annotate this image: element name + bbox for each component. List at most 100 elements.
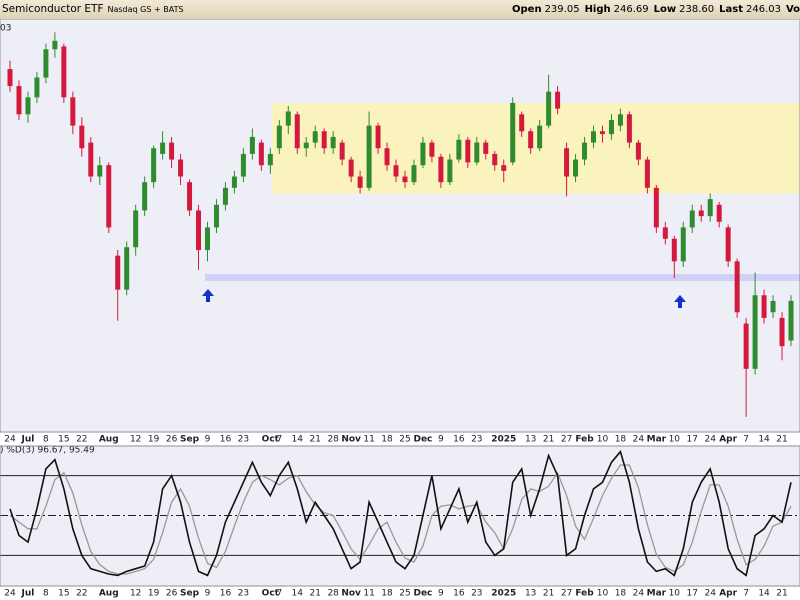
candle-body	[635, 142, 641, 160]
candle-body	[294, 114, 300, 149]
candle-body	[483, 142, 489, 154]
candle-body	[142, 182, 148, 211]
x-tick-label: 14	[758, 435, 770, 445]
x-tick-label: 7	[276, 589, 282, 599]
x-tick-label: 18	[615, 435, 627, 445]
candle-body	[339, 142, 345, 160]
x-tick-label: Oct	[262, 589, 280, 599]
x-tick-label: 14	[292, 589, 304, 599]
x-tick-label: 21	[543, 589, 554, 599]
candle-body	[312, 131, 318, 143]
candle-body	[707, 199, 713, 217]
x-tick-label: 23	[238, 435, 249, 445]
x-tick-label: 21	[776, 435, 787, 445]
x-tick-label: 16	[453, 589, 465, 599]
x-tick-label: 24	[633, 435, 645, 445]
candle-body	[169, 142, 175, 160]
candle-body	[187, 182, 193, 211]
candle-body	[519, 114, 525, 132]
candle-body	[752, 295, 758, 369]
candle-body	[438, 156, 444, 183]
x-tick-label: Sep	[180, 435, 200, 445]
x-tick-label: Oct	[262, 435, 280, 445]
candle-body	[79, 125, 85, 149]
x-tick-label: 24	[704, 589, 716, 599]
x-tick-label: 16	[220, 589, 232, 599]
candle-body	[88, 142, 94, 177]
x-tick-label: 25	[399, 589, 410, 599]
candle-body	[429, 142, 435, 157]
x-tick-label: 21	[309, 589, 320, 599]
x-tick-label: Nov	[341, 589, 361, 599]
candle-body	[788, 300, 794, 341]
candle-body	[52, 40, 58, 50]
x-tick-label: 23	[471, 435, 482, 445]
x-tick-label: Sep	[180, 589, 200, 599]
candle-body	[222, 187, 228, 205]
x-tick-label: 18	[615, 589, 627, 599]
candle-body	[501, 165, 507, 171]
x-tick-label: 7	[743, 435, 749, 445]
candle-body	[393, 165, 399, 177]
price-panel	[0, 19, 800, 432]
stoch-line	[9, 450, 792, 577]
candle-body	[447, 159, 453, 183]
x-tick-label: 7	[743, 589, 749, 599]
x-tick-label: 18	[381, 435, 393, 445]
candle-body	[671, 238, 677, 262]
x-tick-label: 27	[561, 435, 572, 445]
x-tick-label: 10	[597, 589, 609, 599]
x-tick-label: Dec	[413, 589, 432, 599]
candle-body	[456, 139, 462, 160]
header-title: Semiconductor ETF Nasdaq GS + BATS	[2, 0, 184, 19]
x-tick-label: 18	[381, 589, 393, 599]
candle-body	[106, 165, 112, 228]
quote-label: Low	[653, 4, 677, 15]
candle-body	[258, 142, 264, 166]
candle-body	[662, 227, 668, 239]
candle-body	[196, 210, 202, 251]
x-tick-label: 16	[220, 435, 232, 445]
candle-body	[599, 131, 605, 135]
candle-body	[285, 111, 291, 126]
x-tick-label: Jul	[21, 589, 35, 599]
x-tick-label: 19	[148, 589, 160, 599]
candle-body	[743, 323, 749, 369]
candle-body	[7, 69, 13, 87]
x-tick-label: 28	[327, 435, 339, 445]
x-tick-label: 11	[363, 435, 374, 445]
candle-body	[267, 153, 273, 166]
quote-value: 246.69	[613, 4, 649, 15]
candle-body	[61, 46, 67, 98]
x-tick-label: Mar	[647, 589, 667, 599]
candle-body	[240, 153, 246, 177]
x-tick-label: 24	[4, 435, 16, 445]
candle-body	[16, 86, 22, 115]
x-tick-label: 21	[776, 589, 787, 599]
x-tick-label: 13	[525, 589, 536, 599]
x-tick-label: 28	[327, 589, 339, 599]
candle-body	[348, 159, 354, 177]
x-tick-label: 22	[76, 435, 87, 445]
x-tick-label: 9	[438, 435, 444, 445]
x-tick-label: 15	[58, 435, 69, 445]
quote-value: 238.60	[679, 4, 715, 15]
x-tick-label: 27	[561, 589, 572, 599]
candle-body	[115, 255, 121, 290]
candle-body	[249, 136, 255, 154]
price-frame	[0, 19, 800, 433]
x-tick-label: 22	[76, 589, 87, 599]
candle-body	[734, 261, 740, 313]
candle-body	[411, 165, 417, 183]
candle-body	[564, 148, 570, 177]
x-tick-label: 10	[669, 589, 681, 599]
candle-body	[608, 119, 614, 135]
x-tick-label: 14	[758, 589, 770, 599]
candle-body	[573, 159, 579, 177]
candle-body	[582, 142, 588, 160]
x-tick-label: 2025	[491, 435, 516, 445]
candle-body	[761, 295, 767, 318]
chart: 2424JulJul8815152222AugAug121219192626Se…	[0, 19, 800, 599]
x-tick-label: 10	[597, 435, 609, 445]
x-tick-label: 12	[130, 589, 141, 599]
